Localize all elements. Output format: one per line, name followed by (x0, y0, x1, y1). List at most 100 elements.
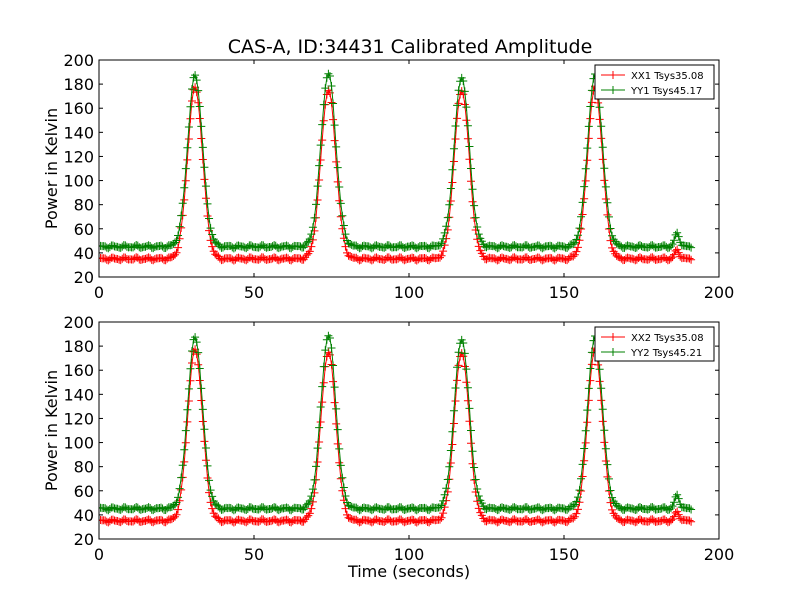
data-point (319, 116, 328, 125)
data-point (316, 155, 325, 164)
data-point (608, 493, 617, 502)
data-point (177, 485, 186, 494)
data-point (332, 404, 341, 413)
y-tick-label: 20 (74, 268, 94, 287)
data-point (198, 155, 207, 164)
data-point (445, 462, 454, 471)
data-point (181, 438, 190, 447)
data-point (446, 184, 455, 193)
legend-swatch-marker (609, 348, 617, 356)
series-markers-2 (99, 331, 696, 515)
data-point (195, 102, 204, 111)
data-point (191, 71, 200, 80)
data-point (437, 501, 446, 510)
data-point (332, 419, 341, 428)
data-point (194, 348, 203, 357)
data-point (170, 250, 179, 259)
y-tick-label: 40 (74, 506, 94, 525)
data-point (578, 460, 587, 469)
data-point (208, 242, 217, 251)
data-point (467, 439, 475, 448)
data-point (583, 418, 592, 427)
data-point (608, 243, 617, 252)
data-point (687, 505, 696, 514)
data-point (465, 142, 474, 151)
data-point (201, 182, 210, 191)
data-point (174, 505, 183, 514)
data-point (208, 504, 217, 513)
legend-swatch-marker (609, 333, 617, 341)
data-point (325, 334, 334, 343)
data-point (186, 114, 195, 123)
y-tick-label: 40 (74, 244, 94, 263)
data-point (191, 333, 200, 342)
data-point (580, 456, 589, 465)
data-point (604, 225, 613, 234)
data-point (670, 498, 679, 507)
data-point (333, 425, 342, 434)
data-point (437, 251, 446, 260)
data-point (310, 475, 319, 484)
data-point (186, 102, 195, 111)
data-point (330, 383, 339, 392)
data-point (436, 253, 444, 262)
y-tick-label: 200 (63, 313, 94, 332)
data-point (195, 114, 204, 123)
data-point (341, 492, 350, 501)
plot-area (99, 331, 696, 527)
data-point (170, 238, 179, 247)
y-tick-label: 140 (63, 123, 94, 142)
legend-swatch-marker (609, 86, 617, 94)
data-point (307, 492, 316, 501)
series-markers-2 (99, 69, 696, 253)
data-point (604, 474, 613, 483)
data-point (316, 417, 325, 426)
data-point (584, 122, 593, 131)
y-tick-label: 160 (63, 99, 94, 118)
data-point (587, 360, 596, 369)
data-point (578, 198, 587, 207)
data-point (670, 250, 679, 259)
data-point (201, 444, 210, 453)
data-point (197, 384, 206, 393)
data-point (601, 456, 610, 465)
data-point (463, 134, 472, 143)
data-point (673, 490, 682, 499)
data-point (181, 164, 190, 173)
data-point (448, 427, 457, 436)
data-point (308, 223, 317, 232)
data-point (181, 426, 190, 435)
data-point (453, 363, 462, 372)
data-point (305, 496, 314, 505)
data-point (177, 211, 186, 220)
data-point (604, 487, 613, 496)
data-point (453, 101, 462, 110)
data-point (573, 505, 582, 514)
data-point (462, 378, 471, 387)
x-tick-label: 150 (549, 545, 580, 564)
data-point (462, 103, 471, 112)
data-point (180, 445, 189, 454)
data-point (329, 377, 338, 386)
data-point (206, 224, 215, 233)
data-point (188, 84, 196, 93)
data-point (308, 485, 317, 494)
data-point (577, 474, 586, 483)
x-tick-label: 100 (394, 283, 425, 302)
data-point (583, 406, 592, 415)
legend-label: YY2 Tsys45.21 (630, 348, 702, 359)
y-tick-label: 100 (63, 172, 94, 191)
data-point (468, 447, 477, 456)
data-point (463, 396, 472, 405)
data-point (603, 210, 612, 219)
data-point (180, 195, 189, 204)
data-point (449, 144, 458, 153)
data-point (459, 338, 468, 347)
data-point (184, 122, 193, 131)
data-point (305, 234, 314, 243)
legend-box (594, 326, 715, 362)
data-point (597, 384, 606, 393)
data-point (172, 236, 181, 245)
data-point (595, 365, 604, 374)
